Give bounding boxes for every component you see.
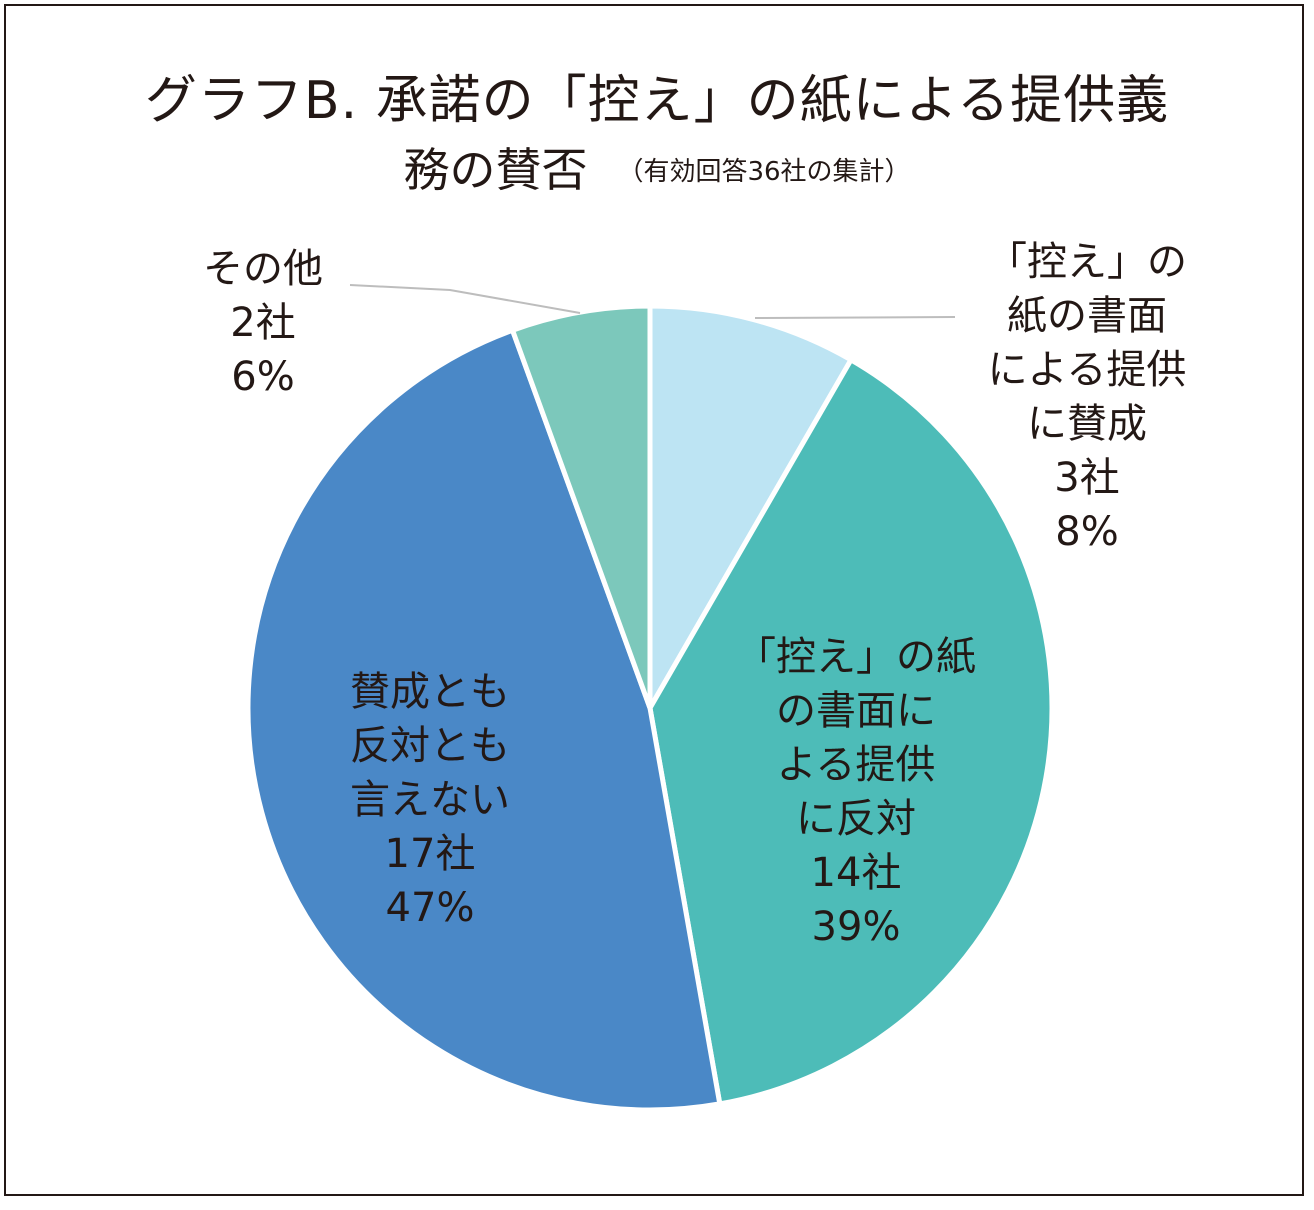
slice-label-1-line: 「控え」の xyxy=(987,239,1187,285)
leader-line-slice-1 xyxy=(754,316,956,319)
slice-label-2-line: よる提供 xyxy=(777,742,936,788)
slice-label-2: 「控え」の紙の書面による提供に反対 14社 39% xyxy=(736,634,976,950)
slice-label-3-line: 言えない xyxy=(350,777,510,823)
slice-label-4-line: その他 xyxy=(203,246,323,292)
chart-subtitle: （有効回答36社の集計） xyxy=(617,157,911,187)
pie-slice-3 xyxy=(245,327,723,1113)
slice-label-4-line: 6% xyxy=(231,354,294,400)
slice-label-1-line: による提供 xyxy=(988,347,1187,393)
chart-title-line2: 務の賛否 （有効回答36社の集計） xyxy=(0,134,1314,200)
slice-label-2-line: 「控え」の紙 xyxy=(736,634,976,680)
leader-line-slice-4 xyxy=(349,284,581,314)
slice-label-1-line: に賛成 xyxy=(1027,401,1147,447)
pie-slice-1 xyxy=(647,303,854,711)
slice-label-1-line: 8% xyxy=(1055,509,1118,555)
chart-title-line1: グラフB. 承諾の「控え」の紙による提供義 xyxy=(144,71,1170,131)
slice-label-3-line: 賛成とも xyxy=(350,669,510,715)
slice-label-3-line: 反対とも xyxy=(350,723,510,769)
slice-label-1: 「控え」の紙の書面による提供に賛成 3社 8% xyxy=(987,239,1187,555)
slice-label-2-line: に反対 xyxy=(796,796,916,842)
slice-label-3-line: 47% xyxy=(386,885,475,931)
slice-label-2-line: の書面に xyxy=(776,688,936,734)
slice-label-2-line: 39% xyxy=(812,904,901,950)
slice-label-4: その他 2社 6% xyxy=(203,246,323,400)
slice-label-3-line: 17社 xyxy=(385,831,476,877)
slice-label-1-line: 紙の書面 xyxy=(1007,293,1167,339)
pie-slice-4 xyxy=(510,303,653,711)
pie-slice-2 xyxy=(647,357,1055,1107)
slice-label-3: 賛成とも反対とも言えない 17社 47% xyxy=(350,669,510,931)
chart-title-line2-text: 務の賛否 xyxy=(403,143,588,197)
slice-label-2-line: 14社 xyxy=(811,850,902,896)
slice-label-1-line: 3社 xyxy=(1054,455,1119,501)
slice-label-4-line: 2社 xyxy=(230,300,295,346)
